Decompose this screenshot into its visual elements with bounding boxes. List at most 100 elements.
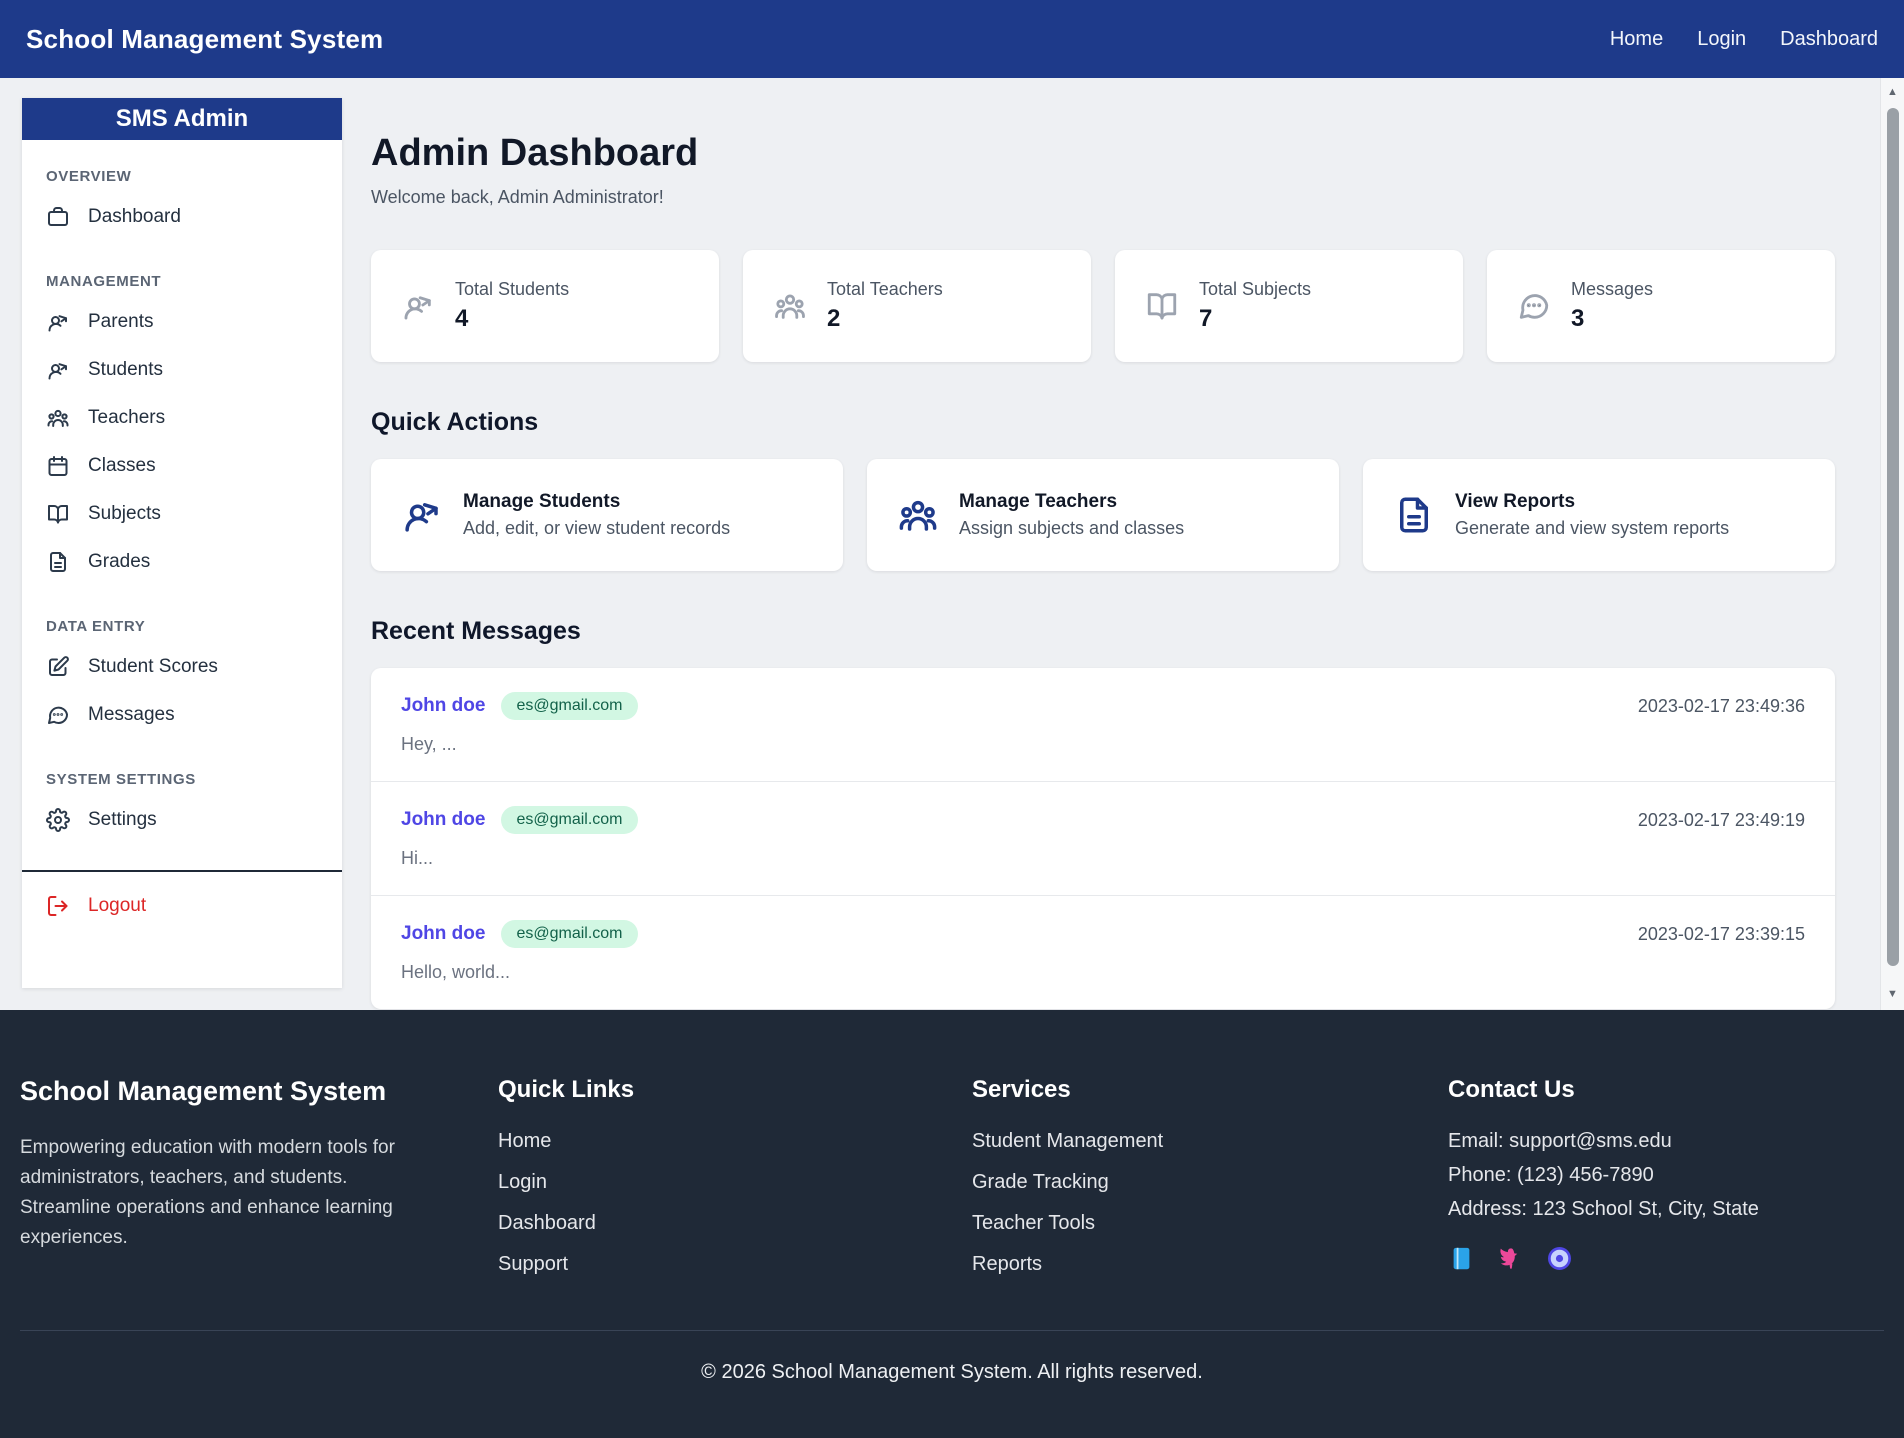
footer-link-reports[interactable]: Reports: [972, 1253, 1042, 1275]
scrollbar-thumb[interactable]: [1887, 108, 1899, 966]
footer-link-teacher-tools[interactable]: Teacher Tools: [972, 1212, 1095, 1234]
footer-description: Empowering education with modern tools f…: [20, 1133, 440, 1253]
message-preview: Hey, ...: [401, 734, 1805, 755]
chat-bubble-icon: [1517, 289, 1551, 323]
sidebar-item-label: Classes: [88, 455, 156, 477]
message-sender-link[interactable]: John doe: [401, 809, 485, 831]
edit-icon: [46, 655, 70, 679]
footer-link-grade-tracking[interactable]: Grade Tracking: [972, 1171, 1109, 1193]
action-subtitle: Assign subjects and classes: [959, 518, 1184, 539]
footer-about-column: School Management System Empowering educ…: [20, 1076, 498, 1294]
users-group-icon: [773, 289, 807, 323]
action-subtitle: Generate and view system reports: [1455, 518, 1729, 539]
footer-link-student-management[interactable]: Student Management: [972, 1130, 1163, 1152]
document-icon: [46, 550, 70, 574]
footer-services-heading: Services: [972, 1076, 1448, 1104]
sidebar-item-label: Parents: [88, 311, 153, 333]
page-title: Admin Dashboard: [371, 132, 1835, 175]
app-title: School Management System: [26, 24, 383, 55]
sidebar-item-subjects[interactable]: Subjects: [22, 490, 342, 538]
sidebar-title: SMS Admin: [22, 98, 342, 140]
social-icons-row: [1448, 1245, 1884, 1272]
logout-label: Logout: [88, 895, 146, 917]
message-sender-link[interactable]: John doe: [401, 695, 485, 717]
footer-quick-links-column: Quick Links Home Login Dashboard Support: [498, 1076, 972, 1294]
copyright-text: © 2026 School Management System. All rig…: [20, 1330, 1884, 1384]
message-row: John doe es@gmail.com 2023-02-17 23:49:3…: [371, 668, 1835, 782]
sidebar-item-label: Student Scores: [88, 656, 218, 678]
section-label-system-settings: System Settings: [46, 771, 342, 788]
sidebar-item-parents[interactable]: Parents: [22, 298, 342, 346]
contact-address: Address: 123 School St, City, State: [1448, 1198, 1884, 1221]
navbar-links: Home Login Dashboard: [1610, 28, 1878, 51]
message-timestamp: 2023-02-17 23:39:15: [1638, 924, 1805, 945]
section-label-overview: Overview: [46, 168, 342, 185]
scroll-down-arrow[interactable]: ▼: [1881, 988, 1904, 1000]
nav-link-home[interactable]: Home: [1610, 28, 1663, 51]
footer-link-home[interactable]: Home: [498, 1130, 551, 1152]
message-row: John doe es@gmail.com 2023-02-17 23:39:1…: [371, 896, 1835, 1009]
section-label-management: Management: [46, 273, 342, 290]
stat-cards-row: Total Students 4 Total Teachers 2 Total …: [371, 250, 1835, 362]
footer-services-column: Services Student Management Grade Tracki…: [972, 1076, 1448, 1294]
top-navbar: School Management System Home Login Dash…: [0, 0, 1904, 78]
footer-contact-column: Contact Us Email: support@sms.edu Phone:…: [1448, 1076, 1884, 1294]
manage-students-card[interactable]: Manage Students Add, edit, or view stude…: [371, 459, 843, 571]
message-preview: Hi...: [401, 848, 1805, 869]
stat-card-messages: Messages 3: [1487, 250, 1835, 362]
document-icon: [1393, 494, 1435, 536]
footer-quick-links-heading: Quick Links: [498, 1076, 972, 1104]
admin-sidebar: SMS Admin Overview Dashboard Management …: [22, 98, 342, 988]
sidebar-item-messages[interactable]: Messages: [22, 691, 342, 739]
footer-link-login[interactable]: Login: [498, 1171, 547, 1193]
message-sender-link[interactable]: John doe: [401, 923, 485, 945]
sidebar-item-label: Students: [88, 359, 163, 381]
view-reports-card[interactable]: View Reports Generate and view system re…: [1363, 459, 1835, 571]
sidebar-item-settings[interactable]: Settings: [22, 796, 342, 844]
facebook-icon[interactable]: [1448, 1245, 1475, 1272]
sidebar-item-label: Subjects: [88, 503, 161, 525]
twitter-icon[interactable]: [1497, 1245, 1524, 1272]
footer-brand: School Management System: [20, 1076, 498, 1107]
sidebar-item-label: Grades: [88, 551, 150, 573]
sidebar-section-data-entry: Data Entry Student Scores Messages: [22, 618, 342, 739]
footer-link-support[interactable]: Support: [498, 1253, 568, 1275]
sidebar-item-grades[interactable]: Grades: [22, 538, 342, 586]
graduate-person-icon: [401, 494, 443, 536]
stat-value: 3: [1571, 305, 1653, 333]
sidebar-item-dashboard[interactable]: Dashboard: [22, 193, 342, 241]
footer-link-dashboard[interactable]: Dashboard: [498, 1212, 596, 1234]
action-title: Manage Students: [463, 491, 730, 513]
page-footer: School Management System Empowering educ…: [0, 1010, 1904, 1438]
gear-icon: [46, 808, 70, 832]
logout-icon: [46, 894, 70, 918]
sidebar-item-classes[interactable]: Classes: [22, 442, 342, 490]
message-timestamp: 2023-02-17 23:49:19: [1638, 810, 1805, 831]
stat-label: Total Students: [455, 279, 569, 300]
instagram-icon[interactable]: [1546, 1245, 1573, 1272]
sidebar-item-students[interactable]: Students: [22, 346, 342, 394]
message-email-badge: es@gmail.com: [501, 920, 637, 948]
welcome-text: Welcome back, Admin Administrator!: [371, 187, 1835, 208]
stat-label: Total Subjects: [1199, 279, 1311, 300]
sidebar-section-system-settings: System Settings Settings: [22, 771, 342, 844]
message-email-badge: es@gmail.com: [501, 806, 637, 834]
action-title: Manage Teachers: [959, 491, 1184, 513]
manage-teachers-card[interactable]: Manage Teachers Assign subjects and clas…: [867, 459, 1339, 571]
briefcase-icon: [46, 205, 70, 229]
message-email-badge: es@gmail.com: [501, 692, 637, 720]
main-region: SMS Admin Overview Dashboard Management …: [0, 78, 1904, 1010]
scroll-up-arrow[interactable]: ▲: [1881, 86, 1904, 98]
message-row: John doe es@gmail.com 2023-02-17 23:49:1…: [371, 782, 1835, 896]
sidebar-item-label: Dashboard: [88, 206, 181, 228]
stat-label: Messages: [1571, 279, 1653, 300]
nav-link-login[interactable]: Login: [1697, 28, 1746, 51]
footer-contact-heading: Contact Us: [1448, 1076, 1884, 1104]
sidebar-item-teachers[interactable]: Teachers: [22, 394, 342, 442]
stat-card-total-teachers: Total Teachers 2: [743, 250, 1091, 362]
logout-button[interactable]: Logout: [22, 872, 342, 940]
nav-link-dashboard[interactable]: Dashboard: [1780, 28, 1878, 51]
stat-card-total-subjects: Total Subjects 7: [1115, 250, 1463, 362]
users-group-icon: [46, 406, 70, 430]
sidebar-item-student-scores[interactable]: Student Scores: [22, 643, 342, 691]
